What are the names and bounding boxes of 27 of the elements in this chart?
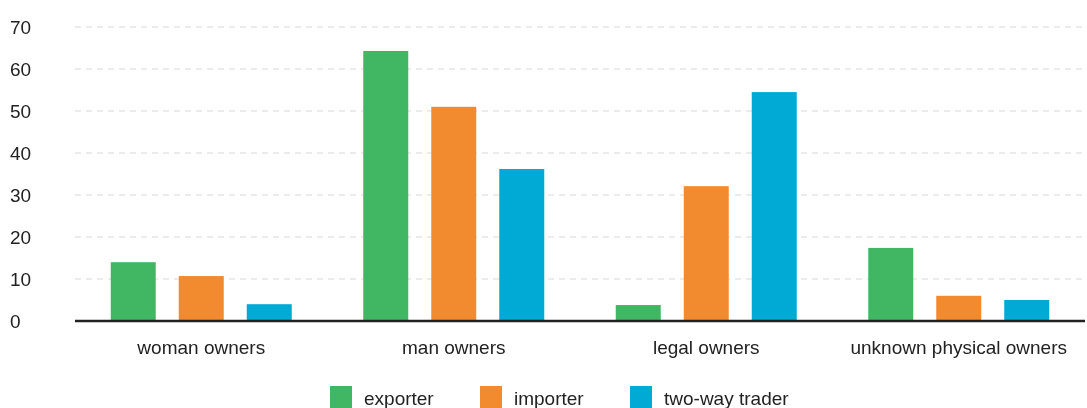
y-tick-label: 40 — [10, 142, 32, 164]
y-tick-label: 70 — [10, 16, 32, 38]
bar — [499, 168, 545, 321]
bar — [363, 50, 409, 321]
x-tick-label: legal owners — [652, 337, 760, 358]
y-tick-label: 60 — [10, 58, 32, 80]
bar — [683, 186, 729, 321]
bar — [178, 276, 224, 321]
bar — [246, 304, 292, 321]
bar — [868, 247, 914, 321]
y-tick-label: 50 — [10, 100, 32, 122]
bar — [936, 295, 982, 321]
bar — [615, 305, 661, 321]
x-tick-label: woman owners — [136, 337, 266, 358]
bar — [1004, 300, 1050, 321]
legend-label: two-way trader — [664, 387, 790, 408]
y-tick-label: 30 — [10, 184, 32, 206]
y-tick-label: 10 — [10, 268, 32, 290]
y-tick-label: 0 — [10, 310, 21, 332]
x-tick-label: man owners — [402, 337, 506, 358]
bar — [431, 106, 477, 321]
y-tick-label: 20 — [10, 226, 32, 248]
bar — [751, 92, 797, 321]
bar — [110, 262, 156, 321]
legend-label: exporter — [364, 387, 435, 408]
legend-label: importer — [514, 387, 585, 408]
x-tick-label: unknown physical owners — [850, 337, 1068, 358]
